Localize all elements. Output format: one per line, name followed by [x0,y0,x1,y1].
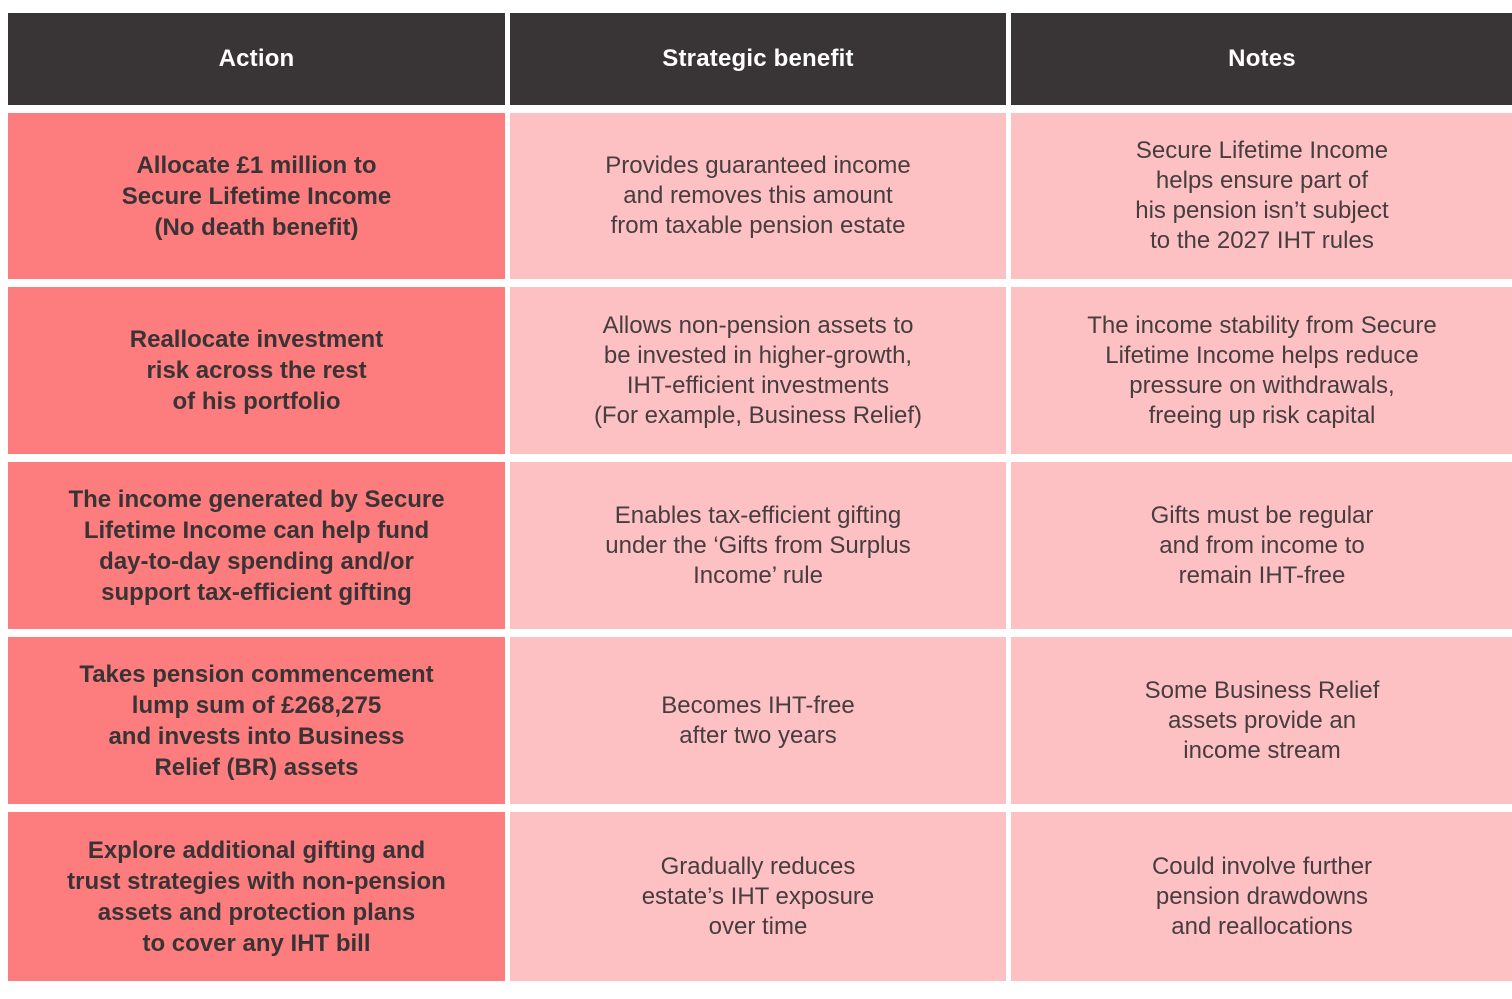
column-header-action: Action [8,13,505,105]
row4-action-cell: Takes pension commencement lump sum of £… [8,637,505,804]
row5-action-cell: Explore additional gifting and trust str… [8,812,505,981]
column-header-notes: Notes [1011,13,1512,105]
row5-notes-cell: Could involve further pension drawdowns … [1011,812,1512,981]
row1-action-cell: Allocate £1 million to Secure Lifetime I… [8,113,505,279]
row2-notes-cell: The income stability from Secure Lifetim… [1011,287,1512,454]
row1-notes-cell: Secure Lifetime Income helps ensure part… [1011,113,1512,279]
row3-notes-cell: Gifts must be regular and from income to… [1011,462,1512,629]
row1-benefit-cell: Provides guaranteed income and removes t… [510,113,1006,279]
column-header-strategic-benefit: Strategic benefit [510,13,1006,105]
row2-benefit-cell: Allows non-pension assets to be invested… [510,287,1006,454]
row3-benefit-cell: Enables tax-efficient gifting under the … [510,462,1006,629]
row5-benefit-cell: Gradually reduces estate’s IHT exposure … [510,812,1006,981]
row4-notes-cell: Some Business Relief assets provide an i… [1011,637,1512,804]
row2-action-cell: Reallocate investment risk across the re… [8,287,505,454]
row3-action-cell: The income generated by Secure Lifetime … [8,462,505,629]
row4-benefit-cell: Becomes IHT-free after two years [510,637,1006,804]
